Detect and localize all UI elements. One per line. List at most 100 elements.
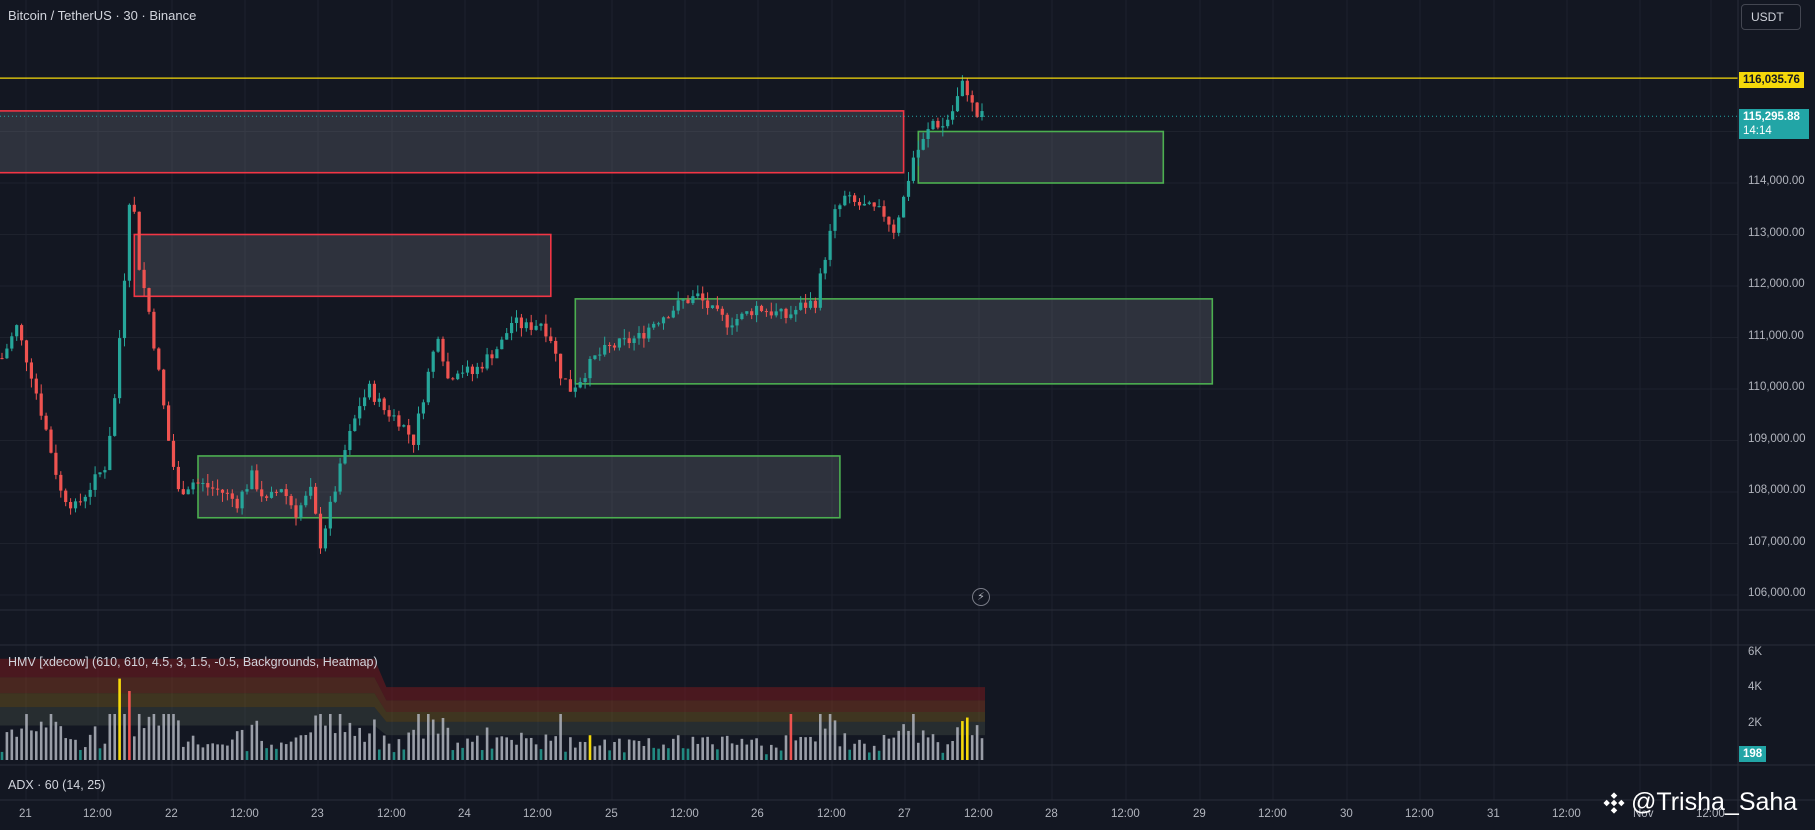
candle[interactable] [539, 322, 543, 331]
candle[interactable] [421, 399, 425, 420]
candle[interactable] [813, 297, 817, 314]
candle[interactable] [206, 473, 210, 496]
candle[interactable] [103, 466, 107, 479]
candle[interactable] [916, 140, 920, 167]
candle[interactable] [304, 491, 308, 508]
candle[interactable] [323, 525, 327, 552]
candle[interactable] [69, 498, 73, 515]
candle[interactable] [755, 301, 759, 323]
candle[interactable] [642, 325, 646, 348]
candle[interactable] [353, 414, 357, 432]
candle[interactable] [622, 329, 626, 346]
candle[interactable] [740, 312, 744, 321]
candle[interactable] [666, 315, 670, 319]
candle[interactable] [367, 380, 372, 400]
candle[interactable] [608, 342, 612, 353]
candle[interactable] [823, 257, 827, 280]
candle[interactable] [789, 305, 793, 320]
candle[interactable] [441, 336, 445, 367]
candle[interactable] [715, 296, 719, 312]
candle[interactable] [162, 368, 166, 410]
candle[interactable] [686, 295, 690, 304]
candle[interactable] [691, 290, 695, 305]
candle[interactable] [902, 195, 906, 218]
candle[interactable] [34, 373, 38, 400]
candle[interactable] [735, 314, 739, 332]
candle[interactable] [877, 199, 881, 208]
candle[interactable] [284, 483, 288, 505]
candle[interactable] [544, 314, 548, 343]
candle[interactable] [377, 392, 381, 407]
candle[interactable] [750, 308, 754, 320]
candle[interactable] [167, 401, 171, 441]
candle[interactable] [843, 190, 847, 207]
symbol-title[interactable]: Bitcoin / TetherUS · 30 · Binance [8, 8, 197, 23]
candle[interactable] [475, 362, 479, 379]
candle[interactable] [407, 418, 411, 444]
candle[interactable] [309, 478, 313, 500]
candle[interactable] [617, 338, 621, 351]
lightning-icon[interactable]: ⚡ [972, 588, 990, 606]
candle[interactable] [73, 498, 78, 513]
candle[interactable] [603, 336, 607, 357]
currency-button[interactable]: USDT [1741, 4, 1801, 30]
candle[interactable] [118, 329, 122, 404]
candle[interactable] [250, 465, 254, 490]
candle[interactable] [519, 313, 523, 337]
candle[interactable] [818, 268, 822, 311]
candle[interactable] [294, 498, 298, 526]
candle[interactable] [343, 444, 347, 465]
candle[interactable] [392, 409, 396, 422]
candle[interactable] [951, 105, 955, 125]
candle[interactable] [20, 323, 24, 346]
candle[interactable] [774, 303, 778, 318]
candle[interactable] [833, 204, 837, 239]
candle[interactable] [911, 150, 915, 184]
candle[interactable] [333, 486, 337, 504]
candle[interactable] [681, 298, 685, 309]
candle[interactable] [235, 495, 239, 513]
candle[interactable] [510, 316, 514, 341]
candle[interactable] [559, 353, 563, 386]
candle[interactable] [113, 394, 117, 437]
candle[interactable] [39, 384, 43, 420]
candle[interactable] [196, 478, 200, 485]
candle[interactable] [64, 488, 68, 507]
candle[interactable] [142, 262, 146, 296]
candle[interactable] [216, 479, 220, 496]
candle[interactable] [289, 493, 293, 509]
candle[interactable] [808, 292, 813, 310]
candle[interactable] [794, 306, 798, 322]
candle[interactable] [260, 480, 264, 502]
zone-layer[interactable] [0, 110, 1214, 519]
candle[interactable] [568, 369, 572, 392]
candle[interactable] [730, 317, 734, 335]
candle[interactable] [627, 331, 631, 349]
candle[interactable] [446, 352, 450, 380]
candle[interactable] [647, 323, 651, 342]
candle[interactable] [970, 90, 974, 112]
candle[interactable] [936, 117, 940, 130]
candle[interactable] [661, 316, 666, 330]
candle[interactable] [926, 122, 930, 148]
candle[interactable] [549, 327, 553, 344]
candle[interactable] [554, 337, 558, 362]
candle[interactable] [416, 406, 421, 451]
candle[interactable] [387, 405, 391, 422]
candle[interactable] [201, 478, 205, 492]
candle[interactable] [931, 118, 935, 131]
candle[interactable] [980, 103, 984, 121]
candle[interactable] [240, 490, 244, 515]
candle[interactable] [696, 285, 700, 300]
candle[interactable] [745, 311, 749, 316]
candle[interactable] [946, 114, 950, 129]
candle[interactable] [480, 362, 484, 373]
candle[interactable] [211, 480, 215, 496]
candle[interactable] [828, 224, 832, 267]
candle[interactable] [872, 202, 876, 211]
candle[interactable] [83, 494, 87, 509]
candle[interactable] [152, 308, 156, 351]
candle[interactable] [372, 380, 376, 406]
candle[interactable] [348, 424, 352, 455]
candle[interactable] [299, 502, 303, 521]
